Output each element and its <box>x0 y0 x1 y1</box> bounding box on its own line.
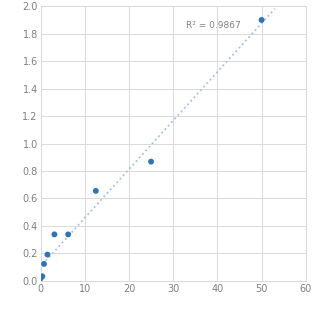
Point <box>66 232 71 237</box>
Point <box>149 159 154 164</box>
Point <box>93 188 98 193</box>
Point <box>40 274 45 279</box>
Text: R² = 0.9867: R² = 0.9867 <box>186 21 241 30</box>
Point <box>259 17 264 22</box>
Point <box>45 252 50 257</box>
Point <box>52 232 57 237</box>
Point <box>41 261 46 266</box>
Point <box>38 276 43 281</box>
